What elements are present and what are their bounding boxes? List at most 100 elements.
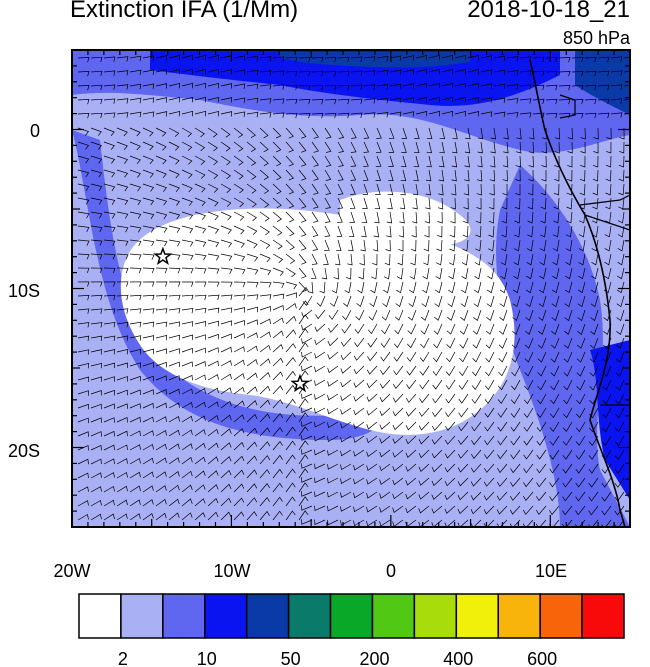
wind-barb <box>571 57 584 63</box>
wind-barb <box>566 183 573 196</box>
wind-barb <box>362 197 368 209</box>
wind-barb <box>90 211 103 219</box>
wind-barb <box>207 239 220 248</box>
wind-barb <box>405 463 417 472</box>
wind-barb <box>246 155 257 166</box>
wind-barb <box>195 281 207 287</box>
wind-barb <box>472 365 482 377</box>
wind-barb <box>168 169 180 179</box>
wind-barb <box>445 421 456 431</box>
field-north-core2 <box>280 52 470 68</box>
wind-barb <box>480 83 493 89</box>
wind-barb <box>259 413 271 423</box>
wind-barb <box>350 183 356 195</box>
wind-barb <box>506 56 519 62</box>
wind-barb <box>103 281 116 287</box>
wind-barb <box>181 267 194 274</box>
wind-barb <box>194 388 206 395</box>
wind-barb <box>493 83 506 90</box>
wind-barb <box>129 281 142 287</box>
wind-barb <box>272 169 282 181</box>
wind-barb <box>272 70 285 76</box>
wind-barb <box>103 267 116 274</box>
wind-barb <box>194 334 206 340</box>
wind-barb <box>387 197 393 210</box>
wind-barb <box>580 155 586 168</box>
wind-barb <box>207 253 220 261</box>
colorbar-swatch <box>371 593 416 639</box>
wind-barb <box>350 98 363 104</box>
wind-barb <box>259 56 272 62</box>
wind-barb <box>375 155 382 167</box>
wind-barb <box>529 127 535 140</box>
wind-barb <box>423 239 430 252</box>
wind-barb <box>405 421 417 431</box>
wind-barb <box>194 169 206 179</box>
wind-barb <box>426 155 432 168</box>
wind-barb <box>298 510 309 521</box>
wind-barb <box>233 511 245 521</box>
wind-barb <box>476 183 482 196</box>
wind-barb <box>349 197 356 209</box>
wind-barb <box>353 449 365 457</box>
wind-barb <box>350 112 363 118</box>
wind-barb <box>525 309 534 321</box>
wind-barb <box>447 295 456 308</box>
wind-barb <box>537 351 547 363</box>
wind-barb <box>90 294 103 301</box>
wind-barb <box>541 155 547 168</box>
wind-barb <box>246 497 258 507</box>
wind-barb <box>410 239 417 252</box>
wind-barb <box>142 499 154 507</box>
wind-barb <box>528 169 534 182</box>
wind-barb <box>246 372 258 381</box>
wind-barb <box>471 393 482 404</box>
wind-barb <box>461 267 469 280</box>
wind-barb <box>459 337 469 349</box>
wind-barb <box>103 253 116 260</box>
wind-barb <box>259 469 271 479</box>
wind-barb <box>562 463 573 474</box>
wind-barb <box>314 477 326 484</box>
wind-barb <box>168 321 181 327</box>
wind-barb <box>549 407 560 419</box>
wind-barb <box>259 112 272 118</box>
colorbar-label: 10 <box>197 649 217 667</box>
wind-barb <box>489 169 496 182</box>
wind-barb <box>405 491 417 500</box>
wind-barb <box>233 69 246 75</box>
wind-barb <box>285 384 296 395</box>
wind-barb <box>618 169 625 182</box>
wind-barb <box>272 127 282 139</box>
wind-barb <box>246 455 258 465</box>
wind-barb <box>246 281 259 288</box>
wind-barb <box>562 449 573 460</box>
wind-barb <box>90 513 102 521</box>
wind-barb <box>298 239 307 251</box>
wind-barb <box>528 155 534 168</box>
wind-barb <box>490 155 496 168</box>
wind-barb <box>486 295 495 308</box>
wind-barb <box>484 421 495 432</box>
wind-barb <box>486 309 495 321</box>
wind-barb <box>90 84 103 91</box>
wind-barb <box>565 239 573 252</box>
wind-barb <box>155 388 167 395</box>
wind-barb <box>301 491 313 497</box>
wind-barb <box>90 362 103 369</box>
wind-barb <box>344 281 352 294</box>
wind-barb <box>419 379 430 390</box>
wind-barb <box>363 56 376 62</box>
wind-barb <box>155 361 167 368</box>
wind-barb <box>181 183 193 193</box>
wind-barb <box>259 399 271 409</box>
wind-barb <box>380 337 391 348</box>
wind-barb <box>497 449 508 460</box>
wind-barb <box>285 169 294 181</box>
wind-barb <box>233 400 245 409</box>
wind-barb <box>438 169 445 182</box>
wind-barb <box>617 211 625 224</box>
wind-barb <box>497 393 508 405</box>
wind-barb <box>194 239 207 247</box>
wind-barb <box>389 55 402 62</box>
